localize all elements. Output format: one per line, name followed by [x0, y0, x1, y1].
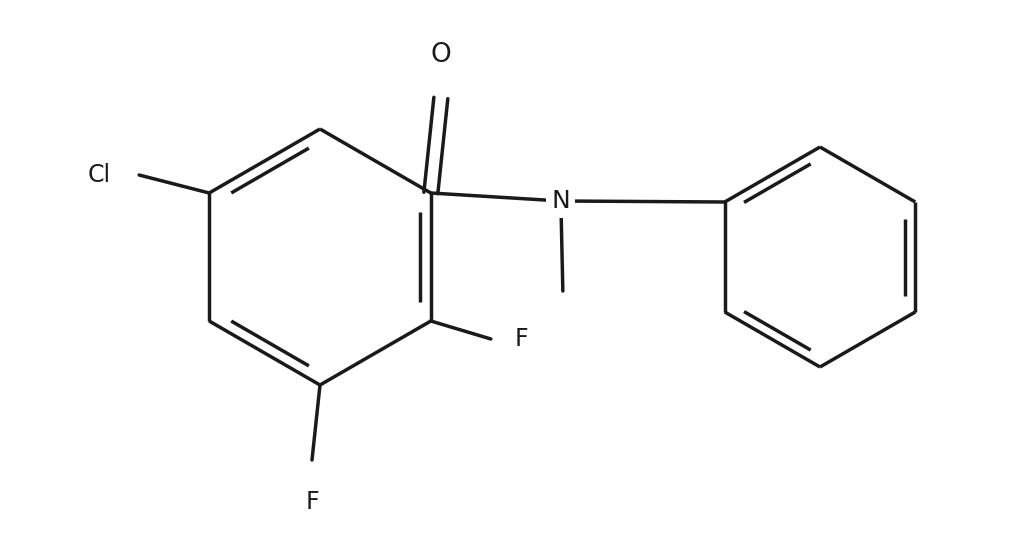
- Text: N: N: [551, 189, 571, 213]
- Text: F: F: [305, 490, 319, 514]
- Text: O: O: [431, 42, 451, 68]
- Text: Cl: Cl: [88, 163, 111, 187]
- Text: F: F: [515, 327, 528, 351]
